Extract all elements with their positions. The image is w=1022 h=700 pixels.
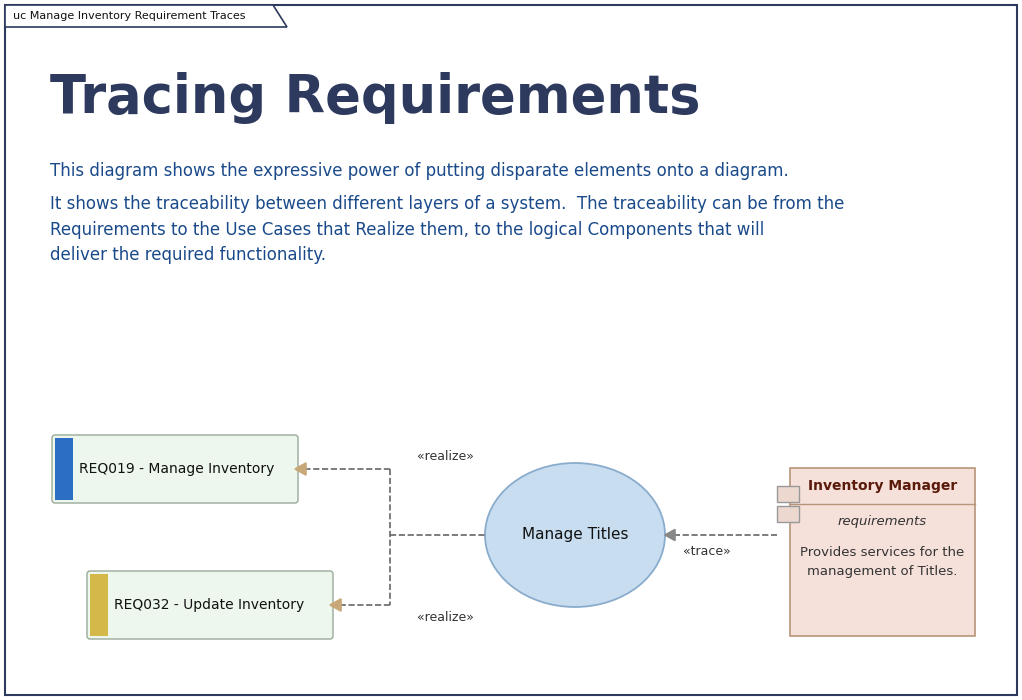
- FancyBboxPatch shape: [777, 486, 799, 502]
- FancyBboxPatch shape: [5, 5, 1017, 695]
- FancyBboxPatch shape: [790, 468, 975, 636]
- Text: requirements: requirements: [838, 515, 927, 528]
- Text: Tracing Requirements: Tracing Requirements: [50, 72, 700, 124]
- Text: Manage Titles: Manage Titles: [522, 528, 629, 542]
- FancyBboxPatch shape: [52, 435, 298, 503]
- Polygon shape: [330, 599, 341, 611]
- Text: REQ019 - Manage Inventory: REQ019 - Manage Inventory: [79, 462, 274, 476]
- Polygon shape: [5, 5, 287, 27]
- Text: It shows the traceability between different layers of a system.  The traceabilit: It shows the traceability between differ…: [50, 195, 844, 265]
- Bar: [55, 438, 73, 500]
- Text: This diagram shows the expressive power of putting disparate elements onto a dia: This diagram shows the expressive power …: [50, 162, 789, 180]
- Text: Provides services for the
management of Titles.: Provides services for the management of …: [800, 546, 965, 578]
- Polygon shape: [665, 529, 675, 540]
- Text: Inventory Manager: Inventory Manager: [807, 479, 958, 493]
- FancyBboxPatch shape: [777, 506, 799, 522]
- FancyBboxPatch shape: [87, 571, 333, 639]
- Ellipse shape: [485, 463, 665, 607]
- Text: REQ032 - Update Inventory: REQ032 - Update Inventory: [114, 598, 305, 612]
- Text: «realize»: «realize»: [417, 450, 473, 463]
- Text: «trace»: «trace»: [683, 545, 731, 558]
- Text: uc Manage Inventory Requirement Traces: uc Manage Inventory Requirement Traces: [13, 11, 245, 21]
- Polygon shape: [295, 463, 306, 475]
- Bar: [90, 574, 108, 636]
- Text: «realize»: «realize»: [417, 611, 473, 624]
